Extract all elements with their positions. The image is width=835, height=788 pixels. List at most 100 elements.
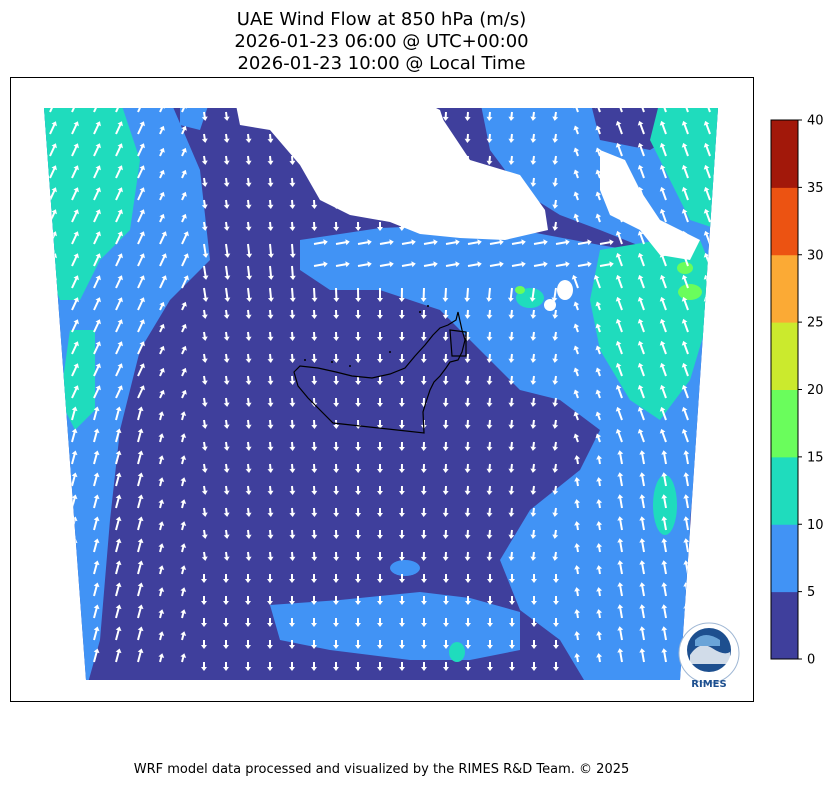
wind-arrow — [159, 125, 165, 135]
wind-arrow — [49, 428, 56, 443]
wind-arrow — [115, 472, 122, 487]
wind-arrow — [245, 441, 252, 451]
wind-arrow — [201, 441, 208, 451]
wind-arrow — [551, 287, 558, 302]
wind-arrow — [245, 419, 252, 429]
wind-arrow — [245, 111, 252, 121]
wind-arrow — [637, 406, 645, 421]
wind-arrow — [93, 297, 101, 311]
wind-arrow — [180, 543, 187, 553]
wind-arrow — [552, 485, 559, 495]
wind-arrow — [377, 640, 383, 649]
wind-arrow — [703, 318, 711, 333]
wind-arrow — [530, 331, 537, 341]
wind-arrow — [289, 133, 296, 143]
wind-arrow — [49, 604, 56, 619]
wind-arrow — [703, 362, 711, 377]
wind-arrow — [573, 411, 580, 421]
wind-arrow — [224, 243, 231, 258]
wind-arrow — [401, 261, 416, 268]
wind-arrow — [289, 574, 295, 583]
wind-arrow — [464, 111, 471, 121]
wind-arrow — [71, 560, 78, 575]
wind-arrow — [465, 640, 471, 649]
wind-arrow — [595, 411, 602, 421]
wind-arrow — [71, 341, 79, 355]
wind-arrow — [223, 551, 230, 561]
wind-arrow — [573, 345, 580, 355]
wind-arrow — [333, 551, 340, 561]
wind-arrow — [158, 433, 165, 443]
wind-arrow — [93, 626, 100, 641]
wind-arrow — [245, 485, 252, 495]
wind-arrow — [377, 618, 383, 627]
wind-arrow — [223, 375, 230, 385]
wind-arrow — [333, 618, 339, 627]
wind-arrow — [180, 631, 187, 641]
wind-arrow — [311, 331, 318, 341]
wind-arrow — [398, 287, 405, 302]
wind-arrow — [289, 265, 296, 280]
wind-arrow — [180, 477, 187, 487]
wind-arrow — [289, 243, 296, 258]
wind-arrow — [398, 133, 405, 143]
wind-arrow — [246, 287, 253, 302]
wind-arrow — [552, 529, 559, 539]
wind-arrow — [71, 231, 79, 245]
wind-arrow — [245, 155, 252, 165]
wind-arrow — [489, 261, 504, 268]
title-line-3: 2026-01-23 10:00 @ Local Time — [237, 53, 526, 74]
wind-arrow — [508, 133, 515, 143]
wind-arrow — [530, 551, 537, 561]
wind-arrow — [289, 177, 296, 187]
wind-arrow — [486, 221, 493, 231]
wind-arrow — [377, 288, 383, 302]
wind-arrow — [71, 143, 79, 157]
colorbar-segment — [771, 187, 798, 256]
wind-arrow — [595, 301, 602, 311]
wind-arrow — [267, 485, 274, 495]
wind-arrow — [355, 287, 362, 302]
wind-arrow — [443, 662, 449, 671]
wind-arrow — [93, 385, 101, 399]
wind-arrow — [49, 648, 56, 663]
wind-arrow — [595, 433, 602, 443]
wind-arrow — [289, 507, 296, 517]
wind-arrow — [552, 155, 559, 165]
wind-arrow — [659, 340, 667, 355]
colorbar-tick-label: 5 — [807, 585, 815, 600]
wind-arrow — [573, 323, 580, 333]
wind-arrow — [530, 309, 537, 319]
wind-arrow — [661, 604, 668, 619]
wind-arrow — [333, 640, 339, 649]
wind-arrow — [159, 253, 167, 267]
title-line-2: 2026-01-23 06:00 @ UTC+00:00 — [234, 31, 529, 52]
wind-arrow — [267, 441, 274, 451]
wind-arrow — [289, 419, 296, 429]
wind-arrow — [615, 296, 623, 311]
wind-arrow — [355, 133, 362, 143]
wind-arrow — [531, 662, 537, 671]
wind-arrow — [464, 485, 471, 495]
wind-arrow — [577, 239, 592, 246]
wind-arrow — [398, 155, 405, 165]
wind-arrow — [442, 221, 449, 231]
wind-arrow — [333, 529, 340, 539]
wind-arrow — [267, 529, 274, 539]
wind-arrow — [355, 397, 362, 407]
wind-arrow — [464, 463, 471, 473]
wind-arrow — [158, 587, 165, 597]
wind-arrow — [93, 231, 101, 245]
wind-arrow — [530, 463, 537, 473]
wind-arrow — [202, 265, 209, 280]
wind-arrow — [49, 406, 56, 421]
wind-arrow — [333, 662, 339, 671]
wind-arrow — [267, 662, 273, 671]
wind-arrow — [443, 574, 449, 583]
wind-arrow — [574, 653, 581, 663]
wind-arrow — [159, 147, 165, 157]
wind-arrow — [93, 516, 100, 531]
wind-arrow — [311, 155, 318, 165]
wind-arrow — [552, 177, 559, 187]
wind-arrow — [201, 551, 208, 561]
